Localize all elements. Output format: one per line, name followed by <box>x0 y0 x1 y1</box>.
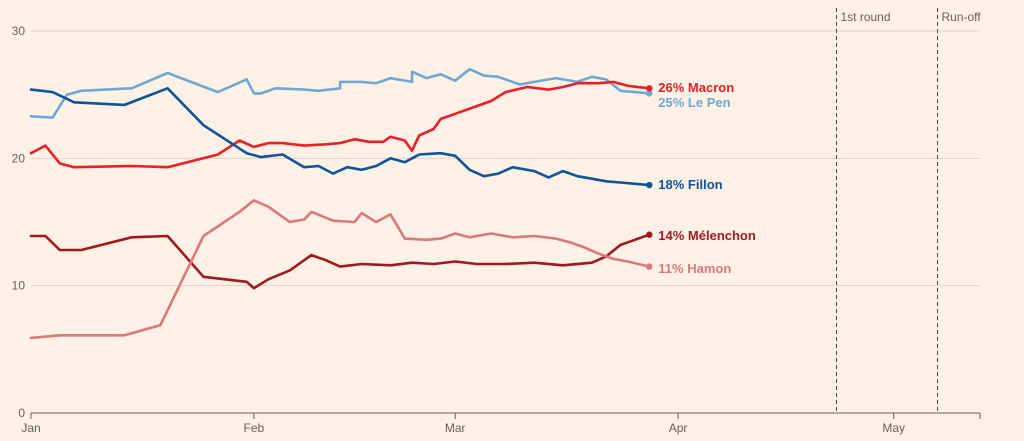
x-tick-label: Jan <box>21 421 40 435</box>
series-line-macron <box>29 80 651 169</box>
round-markers: 1st round Run-off <box>836 8 982 413</box>
series-label: 11% Hamon <box>658 261 731 276</box>
series-end-dot <box>646 181 653 189</box>
y-tick-label: 30 <box>12 24 26 38</box>
series-lines <box>29 67 653 340</box>
y-tick-label: 20 <box>12 151 26 165</box>
gridlines <box>31 30 980 287</box>
x-tick-label: May <box>882 421 905 435</box>
event-label: Run-off <box>942 10 982 24</box>
series-end-dot <box>646 85 653 92</box>
x-tick-label: Apr <box>669 421 688 435</box>
event-label: 1st round <box>841 10 891 24</box>
axes: 0 10 20 30 Jan Feb Mar Apr May <box>12 24 981 435</box>
y-tick-label: 10 <box>12 279 26 293</box>
series-label: 18% Fillon <box>658 177 722 192</box>
series-end-dot <box>646 231 653 238</box>
series-label: 26% Macron <box>658 80 734 95</box>
series-label: 14% Mélenchon <box>658 228 756 243</box>
series-line-lepen <box>29 67 651 119</box>
y-tick-label: 0 <box>18 406 25 420</box>
series-end-dot <box>646 90 653 97</box>
x-tick-label: Feb <box>244 421 265 435</box>
series-label: 25% Le Pen <box>658 95 730 110</box>
series-line-hamon <box>29 199 651 340</box>
series-line-mlenchon <box>29 233 651 290</box>
x-tick-label: Mar <box>445 421 466 435</box>
series-end-dot <box>646 263 653 270</box>
series-line-fillon <box>29 87 651 187</box>
